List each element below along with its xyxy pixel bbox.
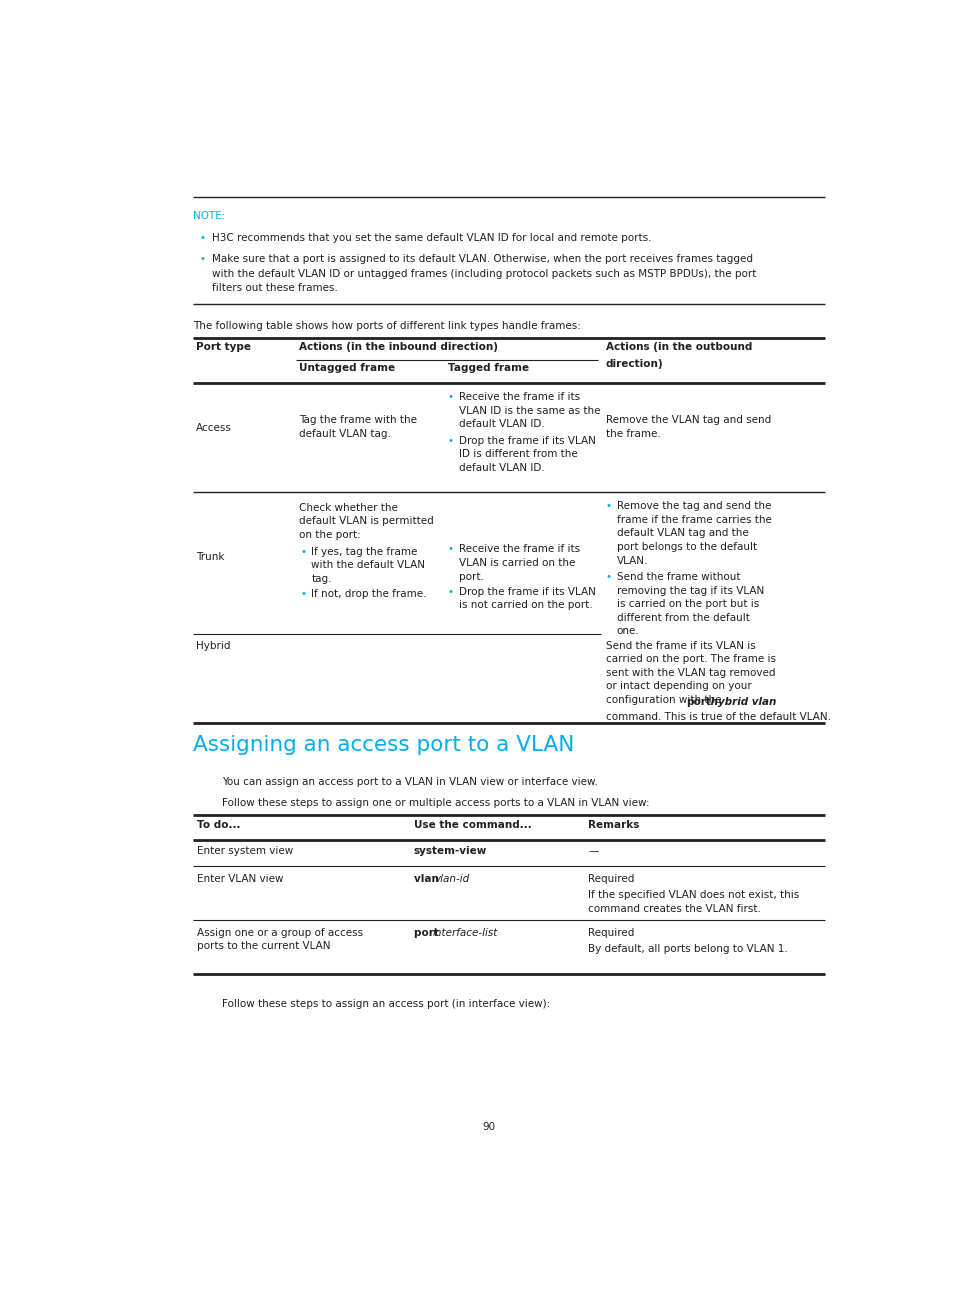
Text: •: • bbox=[605, 502, 611, 511]
Text: Follow these steps to assign one or multiple access ports to a VLAN in VLAN view: Follow these steps to assign one or mult… bbox=[222, 798, 649, 809]
Text: Assign one or a group of access
ports to the current VLAN: Assign one or a group of access ports to… bbox=[196, 928, 362, 951]
Text: —: — bbox=[587, 846, 598, 857]
Text: Use the command...: Use the command... bbox=[414, 820, 531, 829]
Text: H3C recommends that you set the same default VLAN ID for local and remote ports.: H3C recommends that you set the same def… bbox=[212, 232, 651, 242]
Text: interface-list: interface-list bbox=[433, 928, 498, 938]
Text: Drop the frame if its VLAN
ID is different from the
default VLAN ID.: Drop the frame if its VLAN ID is differe… bbox=[458, 435, 595, 473]
Text: The following table shows how ports of different link types handle frames:: The following table shows how ports of d… bbox=[193, 321, 580, 330]
Text: hybrid vlan: hybrid vlan bbox=[706, 697, 775, 708]
Text: Tagged frame: Tagged frame bbox=[447, 363, 528, 373]
Text: Hybrid: Hybrid bbox=[195, 640, 231, 651]
Text: •: • bbox=[447, 544, 454, 555]
Text: Follow these steps to assign an access port (in interface view):: Follow these steps to assign an access p… bbox=[222, 999, 550, 1008]
Text: command. This is true of the default VLAN.: command. This is true of the default VLA… bbox=[605, 712, 830, 722]
Text: vlan-id: vlan-id bbox=[435, 874, 470, 884]
Text: system-view: system-view bbox=[414, 846, 487, 857]
Text: To do...: To do... bbox=[196, 820, 240, 829]
Text: Tag the frame with the
default VLAN tag.: Tag the frame with the default VLAN tag. bbox=[298, 415, 416, 438]
Text: •: • bbox=[447, 391, 454, 402]
Text: Port type: Port type bbox=[195, 342, 251, 351]
Text: •: • bbox=[199, 254, 205, 264]
Text: 90: 90 bbox=[482, 1122, 495, 1131]
Text: Access: Access bbox=[195, 422, 232, 433]
Text: Send the frame if its VLAN is
carried on the port. The frame is
sent with the VL: Send the frame if its VLAN is carried on… bbox=[605, 640, 775, 705]
Text: Actions (in the inbound direction): Actions (in the inbound direction) bbox=[298, 342, 497, 351]
Text: Drop the frame if its VLAN
is not carried on the port.: Drop the frame if its VLAN is not carrie… bbox=[458, 587, 595, 610]
Text: •: • bbox=[605, 572, 611, 582]
Text: •: • bbox=[447, 435, 454, 446]
Text: If yes, tag the frame
with the default VLAN
tag.: If yes, tag the frame with the default V… bbox=[311, 547, 425, 584]
Text: Assigning an access port to a VLAN: Assigning an access port to a VLAN bbox=[193, 735, 574, 754]
Text: •: • bbox=[300, 588, 306, 599]
Text: Enter VLAN view: Enter VLAN view bbox=[196, 874, 283, 884]
Text: If the specified VLAN does not exist, this
command creates the VLAN first.: If the specified VLAN does not exist, th… bbox=[587, 890, 799, 914]
Text: filters out these frames.: filters out these frames. bbox=[212, 284, 337, 293]
Text: You can assign an access port to a VLAN in VLAN view or interface view.: You can assign an access port to a VLAN … bbox=[222, 776, 598, 787]
Text: NOTE:: NOTE: bbox=[193, 211, 225, 220]
Text: If not, drop the frame.: If not, drop the frame. bbox=[311, 588, 427, 599]
Text: Trunk: Trunk bbox=[195, 552, 224, 562]
Text: •: • bbox=[447, 587, 454, 596]
Text: Receive the frame if its
VLAN is carried on the
port.: Receive the frame if its VLAN is carried… bbox=[458, 544, 579, 582]
Text: port: port bbox=[414, 928, 442, 938]
Text: Remove the VLAN tag and send
the frame.: Remove the VLAN tag and send the frame. bbox=[605, 415, 770, 438]
Text: Required: Required bbox=[587, 874, 634, 884]
Text: with the default VLAN ID or untagged frames (including protocol packets such as : with the default VLAN ID or untagged fra… bbox=[212, 268, 756, 279]
Text: Enter system view: Enter system view bbox=[196, 846, 293, 857]
Text: Untagged frame: Untagged frame bbox=[298, 363, 395, 373]
Text: By default, all ports belong to VLAN 1.: By default, all ports belong to VLAN 1. bbox=[587, 943, 787, 954]
Text: Make sure that a port is assigned to its default VLAN. Otherwise, when the port : Make sure that a port is assigned to its… bbox=[212, 254, 753, 264]
Text: Check whether the
default VLAN is permitted
on the port:: Check whether the default VLAN is permit… bbox=[298, 503, 434, 540]
Text: port: port bbox=[686, 697, 711, 708]
Text: Actions (in the outbound: Actions (in the outbound bbox=[605, 342, 752, 351]
Text: Remove the tag and send the
frame if the frame carries the
default VLAN tag and : Remove the tag and send the frame if the… bbox=[617, 502, 771, 565]
Text: •: • bbox=[199, 232, 205, 242]
Text: Required: Required bbox=[587, 928, 634, 938]
Text: Send the frame without
removing the tag if its VLAN
is carried on the port but i: Send the frame without removing the tag … bbox=[617, 572, 763, 636]
Text: •: • bbox=[300, 547, 306, 557]
Text: vlan: vlan bbox=[414, 874, 442, 884]
Text: Remarks: Remarks bbox=[587, 820, 639, 829]
Text: Receive the frame if its
VLAN ID is the same as the
default VLAN ID.: Receive the frame if its VLAN ID is the … bbox=[458, 391, 599, 429]
Text: direction): direction) bbox=[605, 359, 663, 369]
